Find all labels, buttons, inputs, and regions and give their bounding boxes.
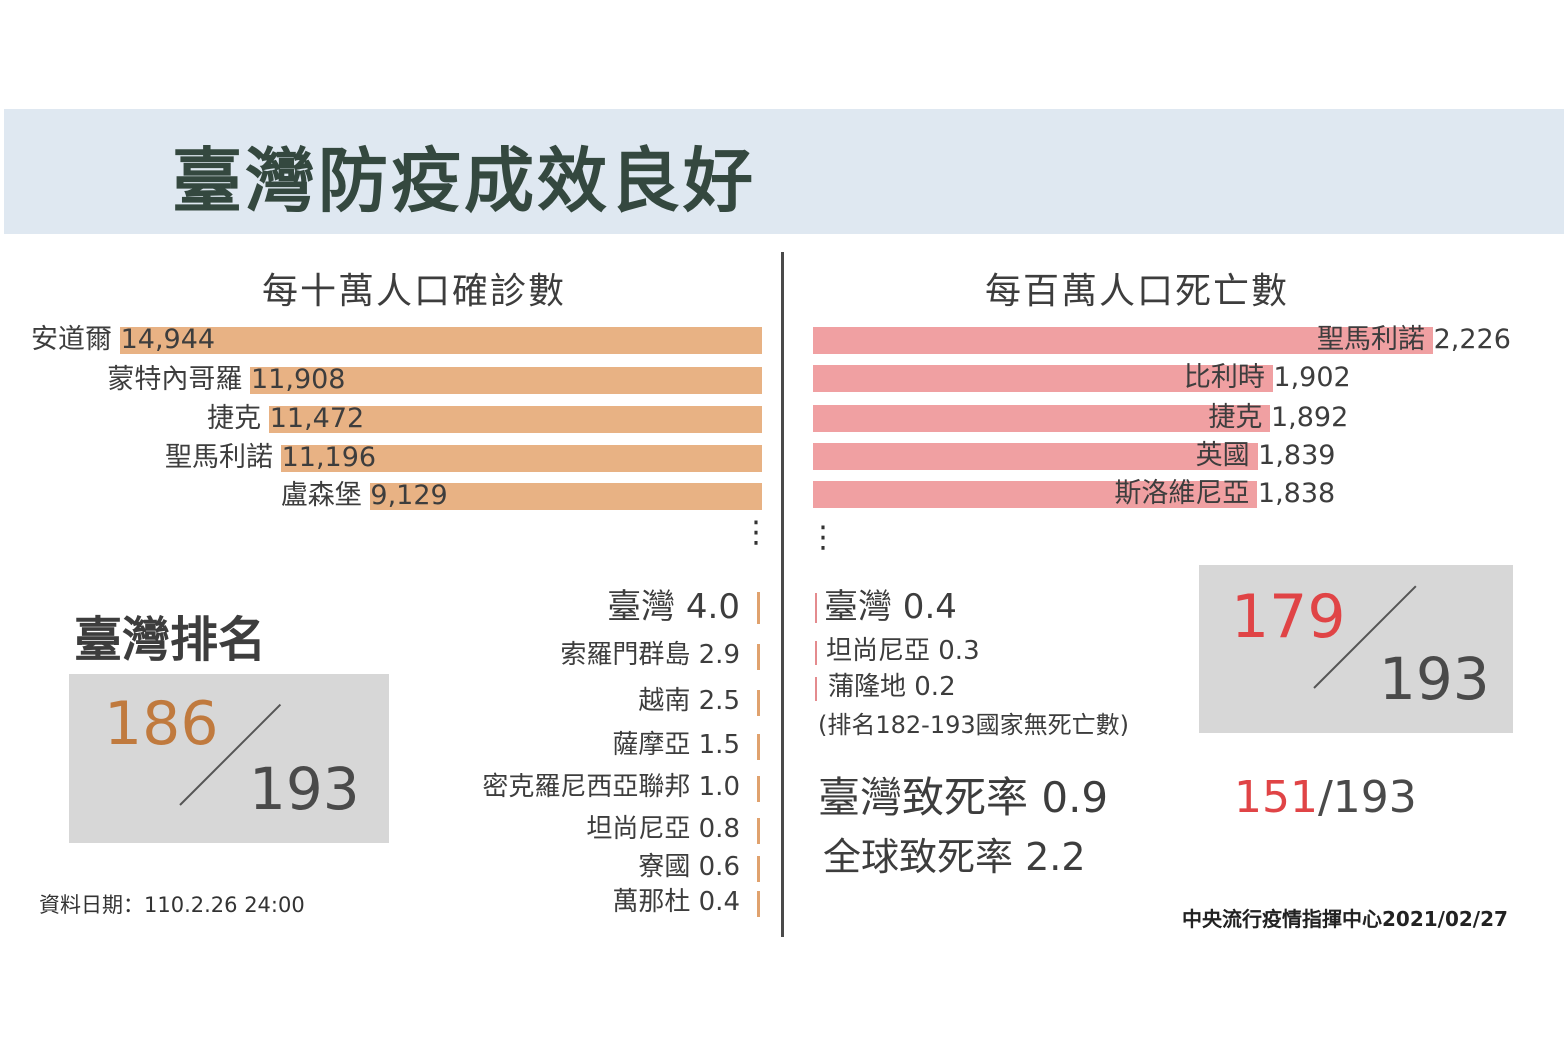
deaths-bar <box>813 327 1433 354</box>
deaths-bar <box>813 365 1273 392</box>
cases-bar-label: 盧森堡 9,129 <box>280 480 448 511</box>
no-deaths-note: (排名182-193國家無死亡數) <box>818 711 1130 739</box>
cases-low-label: 薩摩亞 1.5 <box>612 730 740 760</box>
cases-bar <box>369 483 762 510</box>
deaths-rank-number: 179 <box>1231 582 1346 652</box>
deaths-low-tick <box>815 593 817 623</box>
cases-bar <box>120 327 762 354</box>
cases-bar-label: 聖馬利諾 11,196 <box>165 442 377 473</box>
taiwan-fatality-rate: 臺灣致死率 0.9 <box>818 773 1109 822</box>
cases-low-tick <box>757 776 760 802</box>
deaths-rank-total: 193 <box>1379 645 1490 713</box>
cases-low-tick <box>757 644 760 670</box>
cases-bar-label: 安道爾 14,944 <box>31 324 216 355</box>
deaths-low-tick <box>815 641 817 665</box>
deaths-bar-label: 比利時 1,902 <box>1183 362 1351 393</box>
deaths-bar <box>813 443 1258 470</box>
cases-chart-title: 每十萬人口確診數 <box>262 271 567 312</box>
cases-bar <box>281 445 762 472</box>
cases-bar-label: 蒙特內哥羅 11,908 <box>107 364 346 395</box>
deaths-ellipsis: ⋮ <box>808 520 838 555</box>
deaths-low-label: 蒲隆地 0.2 <box>828 672 956 702</box>
fatality-rank: 151/193 <box>1234 776 1417 820</box>
cases-low-label: 越南 2.5 <box>638 686 740 716</box>
cases-low-label: 密克羅尼西亞聯邦 1.0 <box>482 772 740 802</box>
fatality-rank-total: /193 <box>1317 772 1417 823</box>
deaths-bar-label: 聖馬利諾 2,226 <box>1317 324 1511 355</box>
cases-low-label: 索羅門群島 2.9 <box>560 640 740 670</box>
cases-low-tick <box>757 690 760 716</box>
cases-low-tick <box>757 734 760 760</box>
cases-low-label: 坦尚尼亞 0.8 <box>586 814 740 844</box>
cases-rank-box: 186 193 <box>69 674 389 843</box>
cases-ellipsis: ⋮ <box>741 515 771 550</box>
cases-low-label: 臺灣 4.0 <box>607 587 740 627</box>
cases-low-tick <box>757 891 760 917</box>
deaths-chart-title: 每百萬人口死亡數 <box>985 271 1290 312</box>
deaths-bar-label: 捷克 1,892 <box>1208 402 1349 433</box>
taiwan-rank-label: 臺灣排名 <box>74 612 267 668</box>
cases-low-label: 寮國 0.6 <box>638 852 740 882</box>
cases-bar <box>250 367 762 394</box>
center-divider <box>781 252 784 937</box>
deaths-rank-box: 179 193 <box>1199 565 1513 733</box>
deaths-low-label: 臺灣 0.4 <box>824 587 957 627</box>
page-title: 臺灣防疫成效良好 <box>172 140 756 222</box>
cases-low-tick <box>757 856 760 882</box>
deaths-low-tick <box>815 677 817 701</box>
cases-low-tick <box>757 592 760 624</box>
cases-rank-number: 186 <box>104 689 219 759</box>
cases-bar <box>269 406 762 433</box>
cases-rank-total: 193 <box>249 755 360 823</box>
deaths-bar <box>813 481 1258 508</box>
deaths-bar <box>813 405 1271 432</box>
global-fatality-rate: 全球致死率 2.2 <box>823 835 1086 879</box>
cases-bar-label: 捷克 11,472 <box>207 403 365 434</box>
deaths-low-label: 坦尚尼亞 0.3 <box>826 636 980 666</box>
fatality-rank-number: 151 <box>1234 772 1318 823</box>
deaths-bar-label: 英國 1,839 <box>1195 440 1336 471</box>
cases-low-tick <box>757 818 760 844</box>
source-credit: 中央流行疫情指揮中心2021/02/27 <box>1182 907 1508 931</box>
title-banner <box>4 109 1564 234</box>
data-date: 資料日期：110.2.26 24:00 <box>39 893 305 917</box>
cases-low-label: 萬那杜 0.4 <box>612 887 740 917</box>
deaths-bar-label: 斯洛維尼亞 1,838 <box>1114 478 1336 509</box>
